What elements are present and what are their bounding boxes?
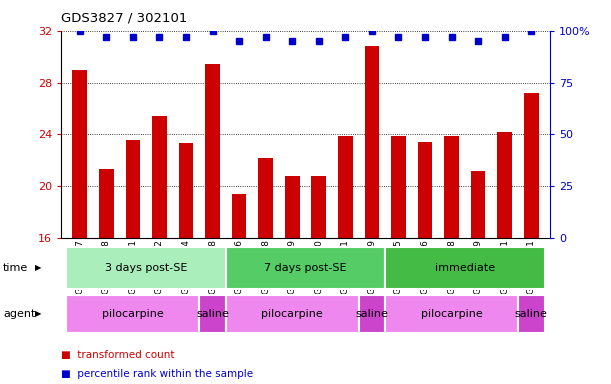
Text: immediate: immediate <box>435 263 495 273</box>
Bar <box>258 158 273 238</box>
Text: pilocarpine: pilocarpine <box>421 309 483 319</box>
Bar <box>232 194 246 238</box>
Text: 3 days post-SE: 3 days post-SE <box>105 263 188 273</box>
Bar <box>312 176 326 238</box>
Bar <box>67 295 199 333</box>
Bar <box>359 295 385 333</box>
Text: time: time <box>3 263 28 273</box>
Bar <box>385 247 544 289</box>
Bar <box>199 295 226 333</box>
Bar <box>125 139 140 238</box>
Text: ▶: ▶ <box>35 310 42 318</box>
Bar <box>365 46 379 238</box>
Bar <box>391 136 406 238</box>
Text: GDS3827 / 302101: GDS3827 / 302101 <box>61 12 188 25</box>
Bar <box>338 136 353 238</box>
Text: saline: saline <box>196 309 229 319</box>
Text: saline: saline <box>356 309 389 319</box>
Bar <box>72 70 87 238</box>
Text: saline: saline <box>515 309 547 319</box>
Bar <box>226 247 385 289</box>
Bar <box>226 295 359 333</box>
Text: ■  percentile rank within the sample: ■ percentile rank within the sample <box>61 369 253 379</box>
Text: 7 days post-SE: 7 days post-SE <box>264 263 347 273</box>
Text: pilocarpine: pilocarpine <box>102 309 164 319</box>
Bar <box>178 144 193 238</box>
Bar <box>99 169 114 238</box>
Bar <box>418 142 433 238</box>
Text: ▶: ▶ <box>35 263 42 272</box>
Bar <box>152 116 167 238</box>
Bar <box>67 247 226 289</box>
Bar <box>285 176 299 238</box>
Bar <box>471 170 486 238</box>
Text: pilocarpine: pilocarpine <box>262 309 323 319</box>
Text: ■  transformed count: ■ transformed count <box>61 350 175 360</box>
Bar <box>444 136 459 238</box>
Bar <box>205 65 220 238</box>
Bar <box>385 295 518 333</box>
Bar <box>524 93 539 238</box>
Bar <box>518 295 544 333</box>
Bar <box>497 132 512 238</box>
Text: agent: agent <box>3 309 35 319</box>
